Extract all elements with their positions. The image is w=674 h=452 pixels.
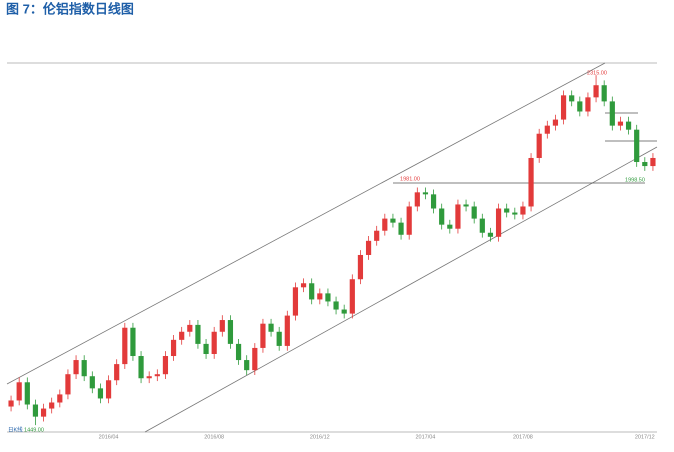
candle-body [162,356,169,375]
candle-body [300,283,307,288]
x-tick-label: 2016/12 [310,434,330,440]
candle-body [40,408,47,417]
candle-body [528,157,534,207]
candle-body [203,343,209,354]
candle-body [57,394,63,403]
candle-body [244,360,250,371]
candle-body [495,208,502,237]
candle-body [122,327,128,365]
candle-body [560,95,567,120]
candle-body [479,218,485,233]
candle-body [593,85,599,98]
candle-body [577,101,583,112]
candle-body [211,331,217,354]
candle-body [382,218,388,231]
x-tick-label: 2017/08 [513,434,533,440]
candle-body [544,125,550,134]
x-tick-label: 2016/04 [99,434,119,440]
chart-title: 图 7：伦铝指数日线图 [6,1,134,16]
candle-body [552,119,559,126]
candle-body [89,376,95,389]
x-tick-label: 2017/12 [635,434,655,440]
candle-body [390,218,396,223]
candle-body [447,224,453,229]
x-tick-label: 2016/08 [204,434,224,440]
candle-body [73,360,79,375]
candle-body [65,374,71,395]
candle-body [114,364,120,381]
period-label: 日K线 [8,425,23,433]
candle-body [585,97,591,112]
candle-body [179,331,185,340]
low-label: 1998.50 [625,177,645,183]
candle-body [520,206,526,215]
candle-body [374,230,380,241]
candle-body [49,402,55,409]
candle-body [455,204,461,229]
candle-body [24,382,30,405]
candle-body [325,293,331,302]
candle-body [32,404,39,417]
candle-body [292,287,299,316]
candle-body [349,279,355,314]
candle-body [146,376,152,379]
candle-body [398,222,404,235]
candle-body [609,101,615,126]
candle-body [219,320,225,332]
candle-body [252,347,258,371]
candle-body [406,206,412,235]
candle-body [130,327,136,357]
candle-body [81,360,87,377]
candle-body [8,400,14,407]
candle-body [601,85,607,102]
candle-body [317,293,323,300]
candle-body [268,323,274,332]
x-tick-label: 2017/04 [415,434,435,440]
candle-body [536,133,542,158]
candle-body [414,192,420,207]
candle-body [260,323,266,348]
candle-body [105,380,112,399]
candle-body [512,212,518,215]
candle-body [227,320,234,344]
low-label: 1449.00 [24,427,44,433]
candle-body [487,232,494,237]
candle-body [97,388,104,399]
candle-body [634,129,640,163]
candle-body [642,162,648,167]
candle-body [650,157,656,167]
candle-body [439,208,445,225]
channel-lower [144,146,658,433]
candle-body [154,374,160,377]
high-label: 2315.00 [587,70,607,76]
candle-body [170,339,177,357]
candle-body [138,356,144,379]
candle-body [195,324,201,344]
candle-body [617,121,624,126]
candle-body [569,95,575,102]
candle-body [341,309,347,314]
candle-body [471,206,477,219]
candle-body [276,331,282,346]
candle-body [463,204,469,207]
candle-body [333,301,339,310]
channel-upper [6,62,606,385]
candle-body [309,283,315,300]
candle-body [430,194,437,209]
candle-body [284,315,290,346]
candle-body [625,121,632,130]
candle-body [187,324,193,332]
candle-body [16,382,22,401]
candle-body [504,208,510,213]
candle-body [422,192,429,195]
candle-body [365,240,372,255]
level-label: 1981.00 [400,176,420,182]
candle-body [357,254,364,280]
candle-body [235,343,242,361]
